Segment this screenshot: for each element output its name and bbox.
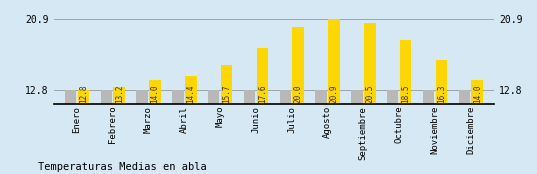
Text: 13.2: 13.2 [115,85,124,103]
Text: Temperaturas Medias en abla: Temperaturas Medias en abla [38,162,206,172]
Bar [328,19,340,104]
Text: 20.0: 20.0 [294,85,303,103]
Bar [185,76,197,104]
Text: 18.5: 18.5 [401,85,410,103]
Bar [65,90,76,104]
Bar [387,90,398,104]
Bar [280,90,291,104]
Bar [136,90,148,104]
Bar [244,90,255,104]
Bar [221,65,233,104]
Bar [471,80,483,104]
Bar [100,90,112,104]
Bar [293,27,304,104]
Text: 20.9: 20.9 [330,85,338,103]
Bar [436,60,447,104]
Text: 14.0: 14.0 [150,85,159,103]
Bar [364,23,375,104]
Bar [351,90,362,104]
Text: 14.0: 14.0 [473,85,482,103]
Text: 16.3: 16.3 [437,85,446,103]
Bar [459,90,470,104]
Bar [315,90,327,104]
Bar [78,90,89,104]
Bar [172,90,184,104]
Text: 17.6: 17.6 [258,85,267,103]
Bar [208,90,220,104]
Bar [423,90,434,104]
Text: 20.5: 20.5 [365,85,374,103]
Bar [149,80,161,104]
Bar [400,40,411,104]
Bar [257,48,268,104]
Text: 15.7: 15.7 [222,85,231,103]
Bar [113,87,125,104]
Text: 14.4: 14.4 [186,85,195,103]
Text: 12.8: 12.8 [79,85,88,103]
